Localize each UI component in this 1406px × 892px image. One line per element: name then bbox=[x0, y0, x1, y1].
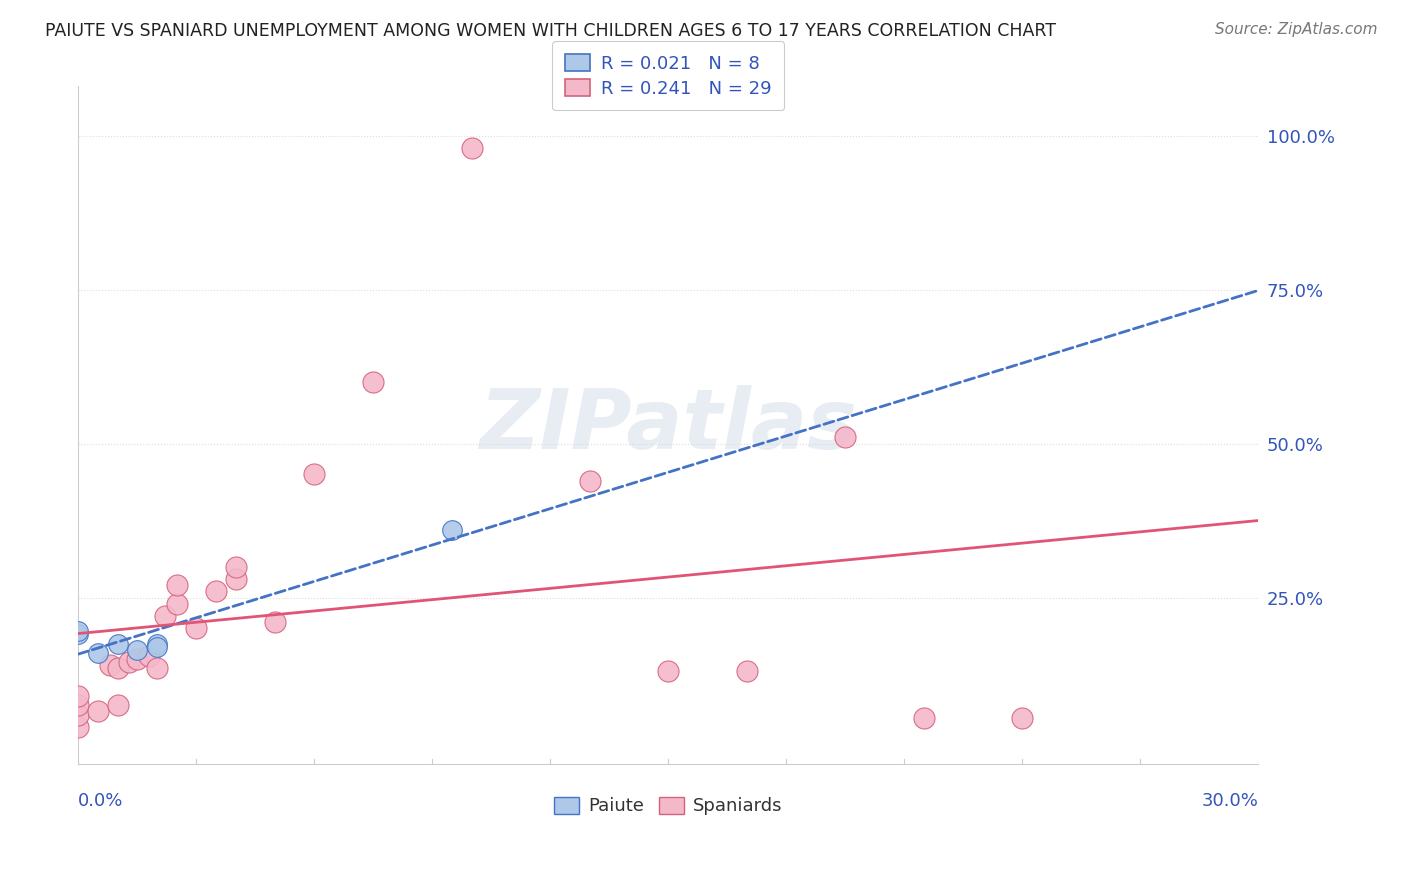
Text: PAIUTE VS SPANIARD UNEMPLOYMENT AMONG WOMEN WITH CHILDREN AGES 6 TO 17 YEARS COR: PAIUTE VS SPANIARD UNEMPLOYMENT AMONG WO… bbox=[45, 22, 1056, 40]
Point bbox=[118, 655, 141, 669]
Point bbox=[657, 665, 679, 679]
Point bbox=[98, 658, 121, 673]
Point bbox=[1011, 711, 1033, 725]
Point bbox=[440, 523, 463, 537]
Point bbox=[146, 661, 169, 675]
Point bbox=[186, 621, 208, 635]
Point bbox=[834, 430, 856, 444]
Point bbox=[166, 578, 188, 592]
Text: Source: ZipAtlas.com: Source: ZipAtlas.com bbox=[1215, 22, 1378, 37]
Point bbox=[87, 646, 110, 660]
Point bbox=[304, 467, 326, 482]
Point bbox=[67, 689, 90, 703]
Point bbox=[578, 474, 600, 488]
Point bbox=[67, 624, 90, 639]
Text: 30.0%: 30.0% bbox=[1202, 791, 1258, 810]
Point bbox=[225, 559, 247, 574]
Point bbox=[363, 375, 385, 389]
Point bbox=[107, 698, 129, 713]
Point bbox=[138, 648, 160, 663]
Point bbox=[67, 627, 90, 641]
Point bbox=[264, 615, 287, 630]
Point bbox=[107, 661, 129, 675]
Point bbox=[67, 720, 90, 734]
Legend: Paiute, Spaniards: Paiute, Spaniards bbox=[547, 789, 790, 822]
Text: ZIPatlas: ZIPatlas bbox=[479, 384, 858, 466]
Point bbox=[205, 584, 228, 599]
Point bbox=[166, 597, 188, 611]
Point bbox=[67, 707, 90, 722]
Point bbox=[107, 637, 129, 651]
Point bbox=[127, 643, 149, 657]
Point bbox=[146, 637, 169, 651]
Point bbox=[146, 640, 169, 654]
Point bbox=[127, 652, 149, 666]
Point bbox=[460, 141, 482, 155]
Point bbox=[67, 698, 90, 713]
Point bbox=[225, 572, 247, 586]
Point bbox=[735, 665, 758, 679]
Point bbox=[912, 711, 935, 725]
Point bbox=[153, 609, 176, 624]
Point bbox=[87, 705, 110, 719]
Text: 0.0%: 0.0% bbox=[79, 791, 124, 810]
